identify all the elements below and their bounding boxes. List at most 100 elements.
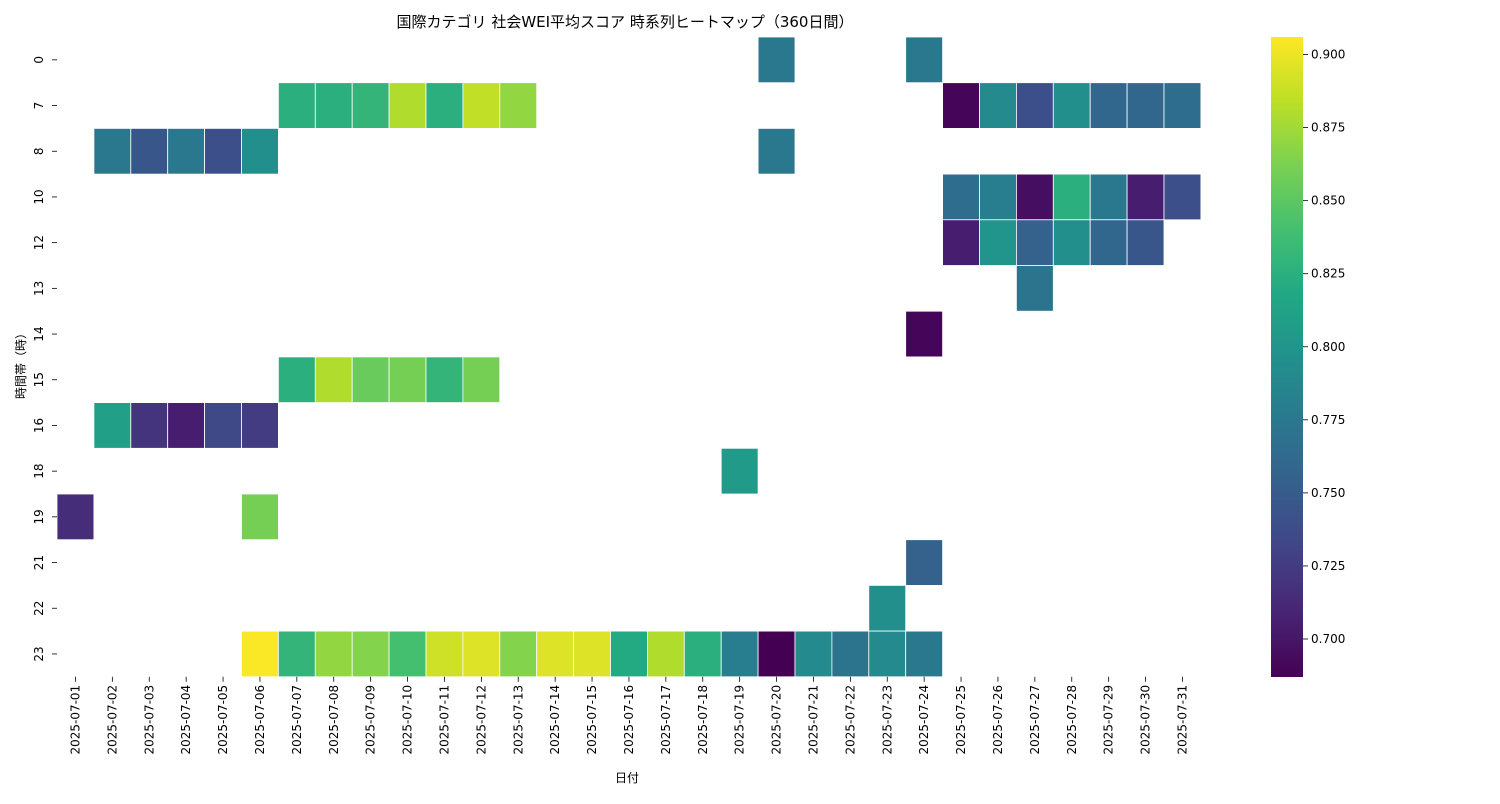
heatmap-cell (425, 630, 464, 678)
heatmap-cell (388, 82, 427, 129)
heatmap-cell (314, 630, 353, 678)
y-tick-label: 0 (32, 56, 46, 64)
heatmap-cell (1163, 173, 1202, 221)
y-axis-ticks: 0 7 8 10 12 13 14 15 16 18 19 21 22 23 (32, 56, 57, 662)
chart-title: 国際カテゴリ 社会WEI平均スコア 時系列ヒートマップ（360日間） (397, 13, 854, 31)
heatmap-cell (499, 630, 538, 678)
heatmap-cell (905, 36, 944, 84)
x-tick-label: 2025-07-03 (142, 685, 156, 755)
heatmap-cell (647, 630, 685, 678)
heatmap-cell (241, 493, 279, 541)
heatmap-cell (757, 127, 796, 175)
heatmap-cells (56, 36, 1202, 678)
heatmap-cell (1016, 265, 1054, 312)
heatmap-cell (1052, 219, 1091, 266)
x-axis-ticks: 2025-07-01 2025-07-02 2025-07-03 2025-07-04… (68, 676, 1189, 755)
heatmap-cell (905, 539, 944, 586)
x-tick-label: 2025-07-21 (806, 685, 820, 755)
y-tick-label: 22 (32, 601, 46, 616)
heatmap-cell (1089, 219, 1128, 266)
x-tick-label: 2025-07-02 (105, 685, 119, 755)
heatmap-cell (241, 630, 279, 678)
heatmap-cell (831, 630, 870, 678)
heatmap-cell (462, 356, 501, 403)
x-tick-label: 2025-07-12 (474, 685, 488, 755)
y-tick-label: 23 (32, 646, 46, 661)
heatmap-cell (425, 356, 464, 403)
x-tick-label: 2025-07-18 (696, 685, 710, 755)
heatmap-cell (1016, 173, 1054, 221)
heatmap-cell (942, 82, 980, 129)
heatmap-cell (425, 82, 464, 129)
colorbar-tick-label: 0.700 (1311, 632, 1345, 646)
colorbar-tick-label: 0.750 (1311, 486, 1345, 500)
heatmap-cell (905, 310, 944, 358)
heatmap-cell (130, 402, 169, 449)
colorbar-tick-label: 0.825 (1311, 267, 1345, 281)
y-tick-label: 10 (32, 189, 46, 204)
colorbar-tick-label: 0.775 (1311, 413, 1345, 427)
x-tick-label: 2025-07-20 (770, 685, 784, 755)
y-tick-label: 21 (32, 555, 46, 570)
y-tick-label: 8 (32, 147, 46, 155)
heatmap-cell (720, 630, 759, 678)
x-tick-label: 2025-07-13 (511, 685, 525, 755)
colorbar-tick-label: 0.800 (1311, 340, 1345, 354)
heatmap-cell (93, 127, 132, 175)
heatmap-cell (942, 219, 980, 266)
heatmap-cell (1163, 82, 1202, 129)
heatmap-cell (56, 493, 95, 541)
x-tick-label: 2025-07-24 (917, 685, 931, 755)
colorbar-ticks: 0.700 0.725 0.750 0.775 0.800 0.825 0.850 0.875… (1303, 48, 1345, 646)
x-tick-label: 2025-07-11 (437, 685, 451, 755)
x-tick-label: 2025-07-08 (327, 685, 341, 755)
y-tick-label: 16 (32, 418, 46, 433)
y-axis-label: 時間帯（時） (14, 327, 28, 399)
x-tick-label: 2025-07-22 (843, 685, 857, 755)
colorbar (1271, 37, 1303, 677)
heatmap-cell (1126, 219, 1165, 266)
heatmap-cell (1052, 173, 1091, 221)
heatmap-cell (1089, 173, 1128, 221)
heatmap-cell (388, 630, 427, 678)
heatmap-cell (241, 402, 279, 449)
heatmap-cell (1016, 219, 1054, 266)
heatmap-cell (351, 82, 390, 129)
x-tick-label: 2025-07-04 (179, 685, 193, 755)
heatmap-cell (277, 356, 316, 403)
heatmap-cell (499, 82, 538, 129)
heatmap-cell (1126, 173, 1165, 221)
heatmap-cell (979, 173, 1017, 221)
heatmap-cell (536, 630, 575, 678)
heatmap-cell (868, 585, 907, 632)
heatmap-cell (1016, 82, 1054, 129)
heatmap-cell (868, 630, 907, 678)
heatmap-cell (462, 630, 501, 678)
x-tick-label: 2025-07-16 (622, 685, 636, 755)
heatmap-cell (167, 402, 205, 449)
x-tick-label: 2025-07-05 (216, 685, 230, 755)
heatmap-cell (610, 630, 648, 678)
y-tick-label: 19 (32, 509, 46, 524)
heatmap-cell (757, 36, 796, 84)
heatmap-cell (241, 127, 279, 175)
heatmap-cell (1126, 82, 1165, 129)
heatmap-cell (1052, 82, 1091, 129)
heatmap-cell (979, 82, 1017, 129)
heatmap-cell (757, 630, 796, 678)
heatmap-cell (720, 447, 759, 495)
heatmap-cell (204, 402, 242, 449)
x-tick-label: 2025-07-27 (1028, 685, 1042, 755)
x-tick-label: 2025-07-15 (585, 685, 599, 755)
heatmap-cell (314, 356, 353, 403)
heatmap-cell (905, 630, 944, 678)
heatmap-cell (93, 402, 132, 449)
colorbar-tick-label: 0.900 (1311, 48, 1345, 62)
heatmap-cell (683, 630, 722, 678)
heatmap-cell (277, 630, 316, 678)
colorbar-tick-label: 0.725 (1311, 559, 1345, 573)
y-tick-label: 13 (32, 281, 46, 296)
x-tick-label: 2025-07-29 (1102, 685, 1116, 755)
